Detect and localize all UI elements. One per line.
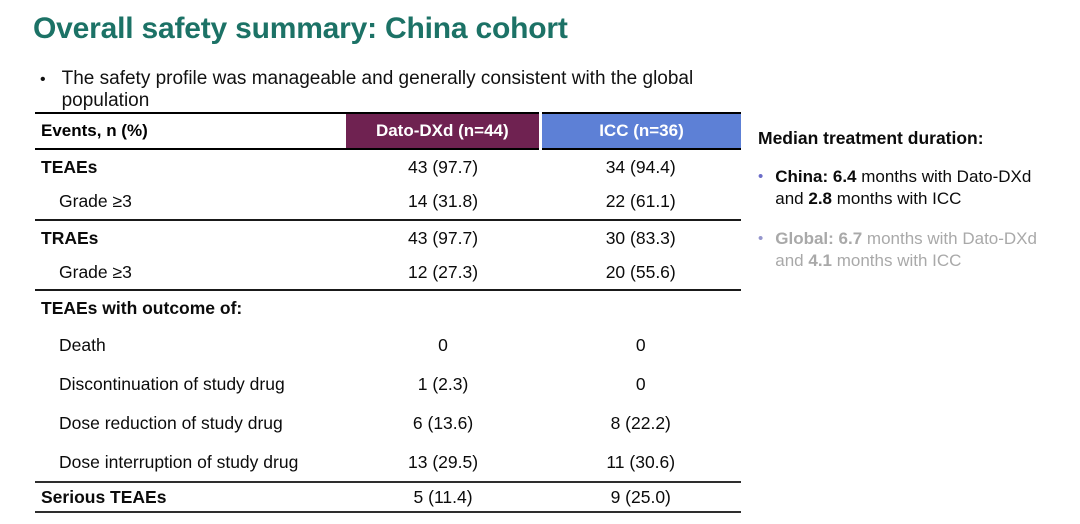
global-text-3: months with ICC xyxy=(832,251,962,271)
column-header-events: Events, n (%) xyxy=(35,113,346,149)
global-duration-bullet: • Global: 6.7 months with Dato-DXd and 4.… xyxy=(758,228,1073,273)
table-row-traes-grade3: Grade ≥3 12 (27.3) 20 (55.6) xyxy=(35,255,741,290)
table-header-row: Events, n (%) Dato-DXd (n=44) ICC (n=36) xyxy=(35,113,741,149)
global-bold-lead: Global: 6.7 xyxy=(775,228,863,248)
safety-table: Events, n (%) Dato-DXd (n=44) ICC (n=36)… xyxy=(35,112,741,513)
global-text-2: and xyxy=(775,251,809,271)
china-bold-lead: China: 6.4 xyxy=(775,167,857,186)
global-duration-text: Global: 6.7 months with Dato-DXd and 4.1 … xyxy=(775,228,1037,273)
dato-value: 14 (31.8) xyxy=(408,191,479,211)
china-text-2: and xyxy=(775,189,809,209)
row-label: TEAEs with outcome of: xyxy=(41,298,243,318)
table-row-dose-interruption: Dose interruption of study drug 13 (29.5… xyxy=(35,443,741,482)
icc-value xyxy=(540,290,741,326)
dato-value: 6 (13.6) xyxy=(412,413,474,433)
dato-value: 43 (97.7) xyxy=(408,227,479,248)
china-duration-text: China: 6.4 months with Dato-DXd and 2.8 m… xyxy=(775,166,1031,211)
treatment-duration-panel: Median treatment duration: • China: 6.4 … xyxy=(758,128,1073,273)
bullet-icon: • xyxy=(40,71,46,88)
summary-bullet: • The safety profile was manageable and … xyxy=(40,68,740,112)
china-bold-value: 2.8 xyxy=(808,189,832,209)
dato-value xyxy=(346,290,541,326)
table-row-death: Death 0 0 xyxy=(35,326,741,365)
icc-value: 0 xyxy=(635,374,646,394)
row-label: TRAEs xyxy=(41,227,99,248)
china-duration-bullet: • China: 6.4 months with Dato-DXd and 2.8… xyxy=(758,166,1073,211)
table-row-teaes-grade3: Grade ≥3 14 (31.8) 22 (61.1) xyxy=(35,184,741,220)
row-label: Grade ≥3 xyxy=(59,261,132,282)
row-label: Death xyxy=(59,335,106,355)
row-label: Dose reduction of study drug xyxy=(59,413,283,433)
table-row-traes: TRAEs 43 (97.7) 30 (83.3) xyxy=(35,220,741,255)
column-header-dato-dxd: Dato-DXd (n=44) xyxy=(345,113,541,149)
global-text-1: months with Dato-DXd xyxy=(862,228,1037,248)
row-label: Grade ≥3 xyxy=(59,191,132,211)
row-label: Dose interruption of study drug xyxy=(59,451,299,472)
dato-value: 12 (27.3) xyxy=(408,261,479,282)
global-bold-value: 4.1 xyxy=(808,251,832,271)
row-label: Discontinuation of study drug xyxy=(59,374,285,394)
dato-value: 5 (11.4) xyxy=(413,486,473,507)
row-label: TEAEs xyxy=(41,156,98,177)
icc-value: 20 (55.6) xyxy=(605,261,676,282)
dato-value: 0 xyxy=(438,335,448,355)
icc-value: 22 (61.1) xyxy=(605,191,676,211)
table-row-teaes-outcome-header: TEAEs with outcome of: xyxy=(35,290,741,326)
table-row-discontinuation: Discontinuation of study drug 1 (2.3) 0 xyxy=(35,365,741,404)
table-row-dose-reduction: Dose reduction of study drug 6 (13.6) 8 … xyxy=(35,404,741,443)
icc-value: 30 (83.3) xyxy=(605,227,676,248)
dato-value: 1 (2.3) xyxy=(417,374,469,394)
icc-value: 0 xyxy=(635,335,646,355)
column-header-icc: ICC (n=36) xyxy=(538,113,741,149)
bullet-icon: • xyxy=(758,229,764,247)
table-row-serious-teaes: Serious TEAEs 5 (11.4) 9 (25.0) xyxy=(35,482,741,512)
icc-value: 8 (22.2) xyxy=(610,413,671,433)
icc-value: 34 (94.4) xyxy=(605,156,676,177)
china-text-1: months with Dato-DXd xyxy=(856,167,1032,186)
row-label: Serious TEAEs xyxy=(41,486,167,507)
page-title: Overall safety summary: China cohort xyxy=(33,12,568,45)
table-row-teaes: TEAEs 43 (97.7) 34 (94.4) xyxy=(35,149,741,184)
dato-value: 13 (29.5) xyxy=(408,451,479,472)
bullet-icon: • xyxy=(758,168,764,185)
icc-value: 9 (25.0) xyxy=(610,486,671,507)
icc-value: 11 (30.6) xyxy=(606,451,676,472)
sidebar-heading: Median treatment duration: xyxy=(758,128,984,148)
china-text-3: months with ICC xyxy=(832,189,962,209)
summary-text: The safety profile was manageable and ge… xyxy=(61,68,694,111)
dato-value: 43 (97.7) xyxy=(408,156,479,177)
